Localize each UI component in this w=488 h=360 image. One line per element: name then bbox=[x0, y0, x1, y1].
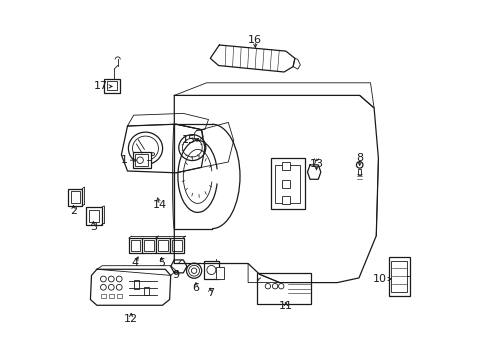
Bar bbox=[89, 210, 99, 222]
Bar bbox=[270, 158, 304, 209]
Text: 3: 3 bbox=[90, 222, 97, 232]
Bar bbox=[282, 180, 289, 188]
Bar bbox=[156, 238, 170, 253]
Text: 14: 14 bbox=[153, 200, 166, 210]
Ellipse shape bbox=[101, 276, 106, 282]
Ellipse shape bbox=[191, 268, 196, 274]
Ellipse shape bbox=[188, 265, 199, 276]
Bar bbox=[142, 238, 156, 253]
Text: 5: 5 bbox=[158, 258, 165, 268]
Bar bbox=[108, 294, 114, 298]
Ellipse shape bbox=[116, 276, 122, 282]
Ellipse shape bbox=[108, 284, 114, 290]
Ellipse shape bbox=[264, 284, 270, 289]
Bar bbox=[135, 154, 148, 166]
Text: 4: 4 bbox=[131, 258, 138, 268]
Bar bbox=[158, 240, 167, 251]
Text: 9: 9 bbox=[172, 270, 179, 280]
Text: 17: 17 bbox=[93, 81, 107, 91]
Text: 15: 15 bbox=[182, 135, 196, 145]
Bar bbox=[275, 165, 300, 202]
Bar bbox=[358, 169, 361, 175]
Bar bbox=[387, 257, 409, 296]
Bar bbox=[106, 81, 117, 90]
Bar bbox=[216, 266, 224, 279]
Ellipse shape bbox=[272, 284, 277, 289]
Ellipse shape bbox=[151, 153, 154, 156]
Bar bbox=[257, 274, 310, 304]
Bar bbox=[172, 240, 181, 251]
Ellipse shape bbox=[101, 284, 106, 290]
Ellipse shape bbox=[137, 157, 143, 163]
Bar bbox=[204, 261, 218, 279]
Bar bbox=[131, 240, 140, 251]
Text: 6: 6 bbox=[192, 283, 199, 293]
Bar bbox=[134, 280, 139, 289]
Bar bbox=[117, 294, 122, 298]
Ellipse shape bbox=[116, 284, 122, 290]
Text: 10: 10 bbox=[372, 274, 386, 284]
Text: 11: 11 bbox=[278, 301, 292, 311]
Text: 13: 13 bbox=[309, 159, 323, 169]
Text: 8: 8 bbox=[355, 153, 363, 163]
Text: 1: 1 bbox=[120, 155, 127, 165]
Ellipse shape bbox=[186, 263, 201, 278]
Bar bbox=[390, 261, 407, 292]
Bar bbox=[143, 287, 149, 295]
Ellipse shape bbox=[206, 266, 215, 274]
Text: 12: 12 bbox=[124, 314, 138, 324]
Bar bbox=[129, 238, 142, 253]
Ellipse shape bbox=[278, 284, 284, 289]
Ellipse shape bbox=[108, 276, 114, 282]
Bar bbox=[282, 162, 289, 170]
Text: 16: 16 bbox=[248, 35, 262, 45]
Bar bbox=[144, 240, 153, 251]
Bar bbox=[101, 294, 106, 298]
Bar bbox=[86, 207, 102, 225]
Bar bbox=[104, 79, 120, 93]
Bar bbox=[170, 238, 183, 253]
Text: 2: 2 bbox=[70, 206, 77, 216]
Bar bbox=[71, 191, 80, 203]
Bar bbox=[133, 152, 151, 168]
Bar bbox=[68, 189, 82, 206]
Ellipse shape bbox=[356, 162, 362, 168]
Bar bbox=[282, 196, 289, 204]
Text: 7: 7 bbox=[206, 288, 213, 298]
